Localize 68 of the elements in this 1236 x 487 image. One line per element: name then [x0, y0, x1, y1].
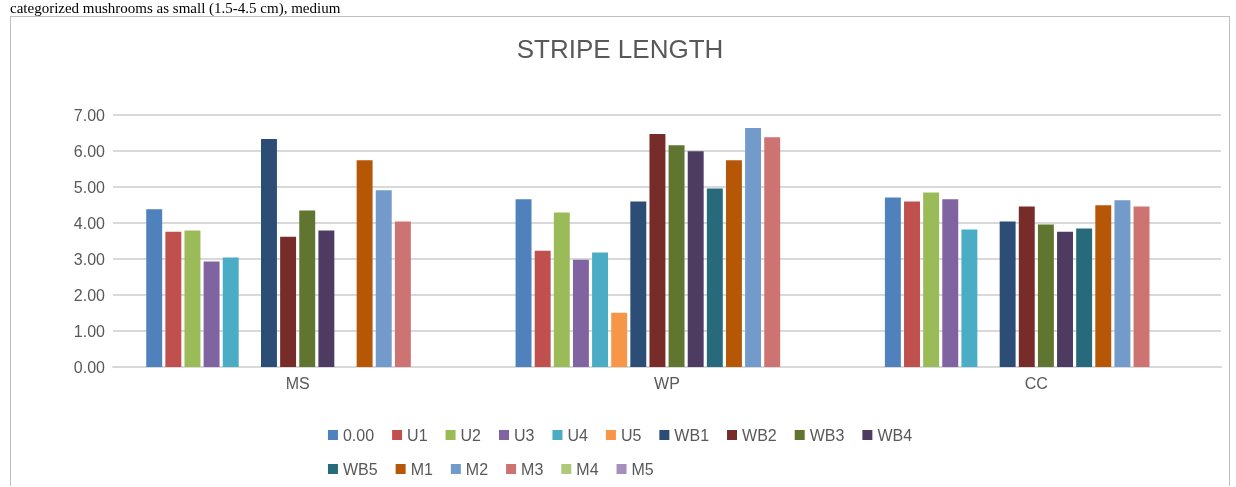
y-tick-label: 3.00 — [73, 250, 106, 268]
bar — [184, 230, 201, 367]
legend-label: U5 — [620, 426, 642, 444]
bar — [904, 201, 920, 367]
legend-label: WB1 — [674, 426, 710, 444]
bar — [146, 209, 163, 367]
bar — [706, 188, 723, 367]
bar — [999, 221, 1016, 367]
y-tick-label: 1.00 — [73, 322, 106, 340]
bar — [745, 127, 762, 367]
bar — [611, 312, 628, 367]
y-tick-label: 0.00 — [73, 358, 106, 376]
y-tick-label: 6.00 — [73, 142, 106, 160]
text: categorized mushrooms as small (1.5-4.5 cm), medium — [10, 0, 341, 16]
legend-label: M5 — [631, 460, 654, 478]
y-tick-label: 7.00 — [73, 106, 106, 124]
bar — [725, 160, 742, 367]
x-tick-label: MS — [285, 374, 310, 392]
bar — [280, 236, 297, 367]
legend-label: WB2 — [742, 426, 777, 444]
bar — [318, 230, 335, 367]
bar — [222, 257, 239, 367]
legend-label: M3 — [521, 460, 544, 478]
legend-label: U2 — [460, 426, 482, 444]
x-tick-label: WP — [654, 374, 680, 392]
bar — [687, 151, 704, 367]
legend-label: M2 — [465, 460, 489, 478]
bar — [1057, 231, 1073, 367]
legend-label: WB3 — [809, 426, 845, 444]
bar — [1095, 205, 1112, 367]
bar — [923, 192, 940, 367]
bar — [592, 252, 609, 367]
legend-label: U4 — [567, 426, 589, 444]
bar — [356, 160, 373, 367]
legend-label: U1 — [407, 426, 428, 444]
bar — [1114, 200, 1131, 367]
legend-label: U3 — [514, 426, 535, 444]
bar — [553, 212, 570, 367]
bar — [630, 201, 647, 367]
chart-title: STRIPE LENGTH — [516, 34, 724, 64]
bar — [375, 190, 392, 367]
bar — [961, 229, 978, 367]
bar — [261, 139, 277, 367]
x-tick-label: CC — [1024, 374, 1048, 392]
legend-label: M1 — [410, 460, 433, 478]
bar — [1018, 206, 1035, 367]
legend-label: WB4 — [877, 426, 913, 444]
y-tick-label: 4.00 — [73, 214, 106, 232]
bar — [299, 210, 316, 367]
y-tick-label: 2.00 — [73, 286, 106, 304]
y-tick-label: 5.00 — [73, 178, 106, 196]
bar — [1133, 206, 1150, 367]
bar — [394, 221, 411, 367]
legend-label: M4 — [576, 460, 599, 478]
bar — [884, 197, 901, 367]
bar — [165, 231, 182, 367]
bar — [942, 199, 959, 367]
bar — [572, 259, 589, 367]
bar — [534, 250, 551, 367]
bar — [668, 145, 685, 367]
bar — [1076, 228, 1093, 367]
bar — [203, 261, 220, 367]
bar — [764, 137, 781, 367]
legend-label: 0.00 — [342, 426, 375, 444]
bar — [1037, 224, 1054, 367]
bar — [515, 199, 532, 367]
legend-label: WB5 — [342, 460, 378, 478]
bar — [649, 134, 666, 367]
